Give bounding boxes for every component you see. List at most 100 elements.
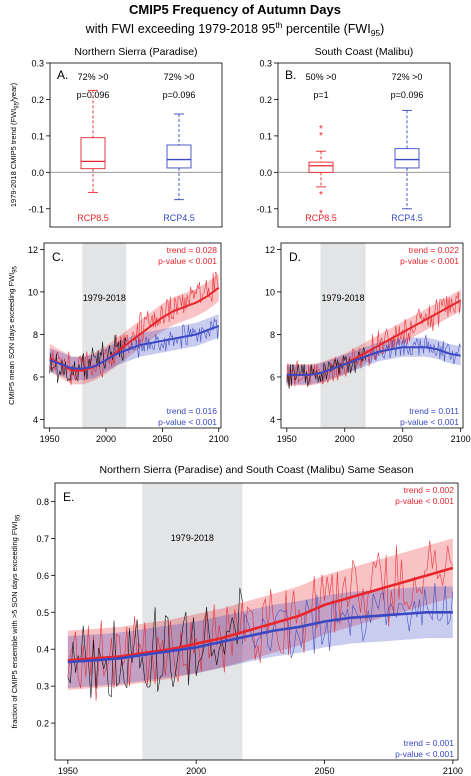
- yearly-series-rcp45: [242, 582, 454, 659]
- x-tick-label: 2100: [451, 434, 471, 444]
- y-tick-label: 0.1: [259, 131, 272, 141]
- p-label: p=0.096: [77, 90, 110, 100]
- shaded-period: [320, 243, 366, 428]
- smoothed-fit-rcp45: [67, 610, 453, 664]
- pvalue-label-rcp85: p-value < 0.001: [400, 256, 459, 266]
- trend-label-rcp45: trend = 0.011: [409, 406, 459, 416]
- p-label: p=0.096: [391, 90, 424, 100]
- x-tick-label: 2050: [152, 434, 172, 444]
- box-name-label: RCP4.5: [391, 213, 423, 223]
- trend-label-rcp85: trend = 0.002: [404, 485, 455, 495]
- box-rcp85: 72% >0 p=0.096 RCP8.5: [77, 72, 110, 223]
- pvalue-label-rcp45: p-value < 0.001: [158, 417, 217, 427]
- y-tick-label: 0.2: [31, 95, 44, 105]
- y-tick-label: 0.3: [259, 59, 272, 69]
- y-tick-label: 8: [270, 330, 275, 340]
- box-name-label: RCP4.5: [163, 213, 195, 223]
- plot-frame: [54, 482, 459, 761]
- plot-frame: [43, 242, 222, 429]
- y-tick-label: 0.6: [36, 571, 49, 581]
- x-tick-label: 1950: [277, 434, 297, 444]
- panel-label: A.: [57, 68, 68, 82]
- box-body: [308, 161, 334, 173]
- trend-label-rcp85: trend = 0.028: [167, 245, 218, 255]
- x-tick-label: 2000: [186, 766, 206, 776]
- outlier-point: *: [319, 190, 323, 201]
- spread-band-rcp85: [286, 289, 461, 386]
- pct-label: 50% >0: [306, 72, 337, 82]
- y-tick-label: 8: [33, 330, 38, 340]
- pct-label: 72% >0: [392, 72, 423, 82]
- outlier-point: *: [319, 208, 323, 219]
- y-tick-label: 6: [270, 372, 275, 382]
- box-name-label: RCP8.5: [77, 213, 109, 223]
- y-tick-label: 4: [270, 415, 275, 425]
- box-body: [80, 137, 106, 170]
- spread-band-rcp45: [286, 337, 461, 385]
- plot-area: [67, 483, 454, 760]
- p-label: p=0.096: [163, 90, 196, 100]
- panel-label: B.: [285, 68, 296, 82]
- x-tick-label: 1950: [58, 766, 78, 776]
- outlier-point: *: [319, 131, 323, 142]
- y-tick-label: 10: [265, 287, 275, 297]
- smoothed-fit-rcp45: [286, 346, 461, 376]
- spread-band-rcp85: [49, 273, 219, 385]
- plot-frame: [280, 242, 464, 429]
- panel-label: E.: [63, 490, 74, 504]
- pct-label: 72% >0: [164, 72, 195, 82]
- panel-E: 1979-2018 0.2 0.3 0.4 0.5 0.6 0.7 0.8 1950 2000 20…: [10, 464, 463, 776]
- panel-title: Northern Sierra (Paradise) and South Coa…: [100, 464, 414, 476]
- box-rcp45: 72% >0 p=0.096 RCP4.5: [391, 72, 424, 223]
- plot-frame: [277, 62, 451, 228]
- box-name-label: RCP8.5: [305, 213, 337, 223]
- plot-frame: [49, 62, 223, 228]
- y-tick-label: 0.7: [36, 534, 49, 544]
- box-body: [166, 144, 192, 169]
- y-tick-label: -0.1: [28, 204, 44, 214]
- smoothed-fit-rcp45: [49, 324, 220, 370]
- panel-title: South Coast (Malibu): [315, 46, 414, 58]
- plot-area: [49, 243, 220, 428]
- outlier-point: *: [319, 124, 323, 135]
- y-tick-label: 0.0: [259, 168, 272, 178]
- pct-label: 72% >0: [78, 72, 109, 82]
- y-tick-label: 0.2: [36, 719, 49, 729]
- trend-label-rcp45: trend = 0.001: [404, 738, 455, 748]
- pvalue-label-rcp45: p-value < 0.001: [400, 417, 459, 427]
- y-tick-label: 4: [33, 415, 38, 425]
- y-tick-label: 0.1: [31, 131, 44, 141]
- y-tick-label: 0.2: [259, 95, 272, 105]
- y-tick-label: 10: [28, 287, 38, 297]
- yearly-series-observed: [67, 587, 243, 699]
- pvalue-label-rcp45: p-value < 0.001: [395, 749, 454, 759]
- shaded-period-label: 1979-2018: [171, 533, 214, 543]
- y-axis-label: CMIP5 mean SON days exceeding FWI95: [7, 265, 19, 404]
- shaded-period-label: 1979-2018: [83, 293, 126, 303]
- x-tick-label: 1950: [40, 434, 60, 444]
- x-tick-label: 2000: [335, 434, 355, 444]
- y-tick-label: 12: [28, 245, 38, 255]
- y-axis-label: fraction of CMIP5 ensemble with >5 SON d…: [10, 514, 22, 728]
- y-tick-label: 0.4: [36, 645, 49, 655]
- y-axis-label: 1979-2018 CMIP5 trend (FWI95/year): [9, 82, 21, 207]
- shaded-period: [82, 243, 127, 428]
- shaded-period-label: 1979-2018: [321, 293, 364, 303]
- yearly-series-rcp85: [67, 540, 454, 701]
- x-tick-label: 2000: [96, 434, 116, 444]
- x-tick-label: 2100: [443, 766, 463, 776]
- pvalue-label-rcp85: p-value < 0.001: [395, 496, 454, 506]
- shaded-period: [142, 483, 243, 760]
- y-tick-label: 0.0: [31, 168, 44, 178]
- box-rcp45: 72% >0 p=0.096 RCP4.5: [163, 72, 196, 223]
- y-tick-label: 0.5: [36, 608, 49, 618]
- y-tick-label: 0.3: [36, 682, 49, 692]
- figure-title-line1: CMIP5 Frequency of Autumn Days: [129, 2, 341, 17]
- panel-C: 1979-2018 4 6 8 10 12 1950 2000 2050 2100 C. trend …: [7, 242, 229, 444]
- y-tick-label: 0.8: [36, 497, 49, 507]
- x-tick-label: 2100: [209, 434, 229, 444]
- panel-label: C.: [52, 250, 64, 264]
- y-tick-label: 0.3: [31, 59, 44, 69]
